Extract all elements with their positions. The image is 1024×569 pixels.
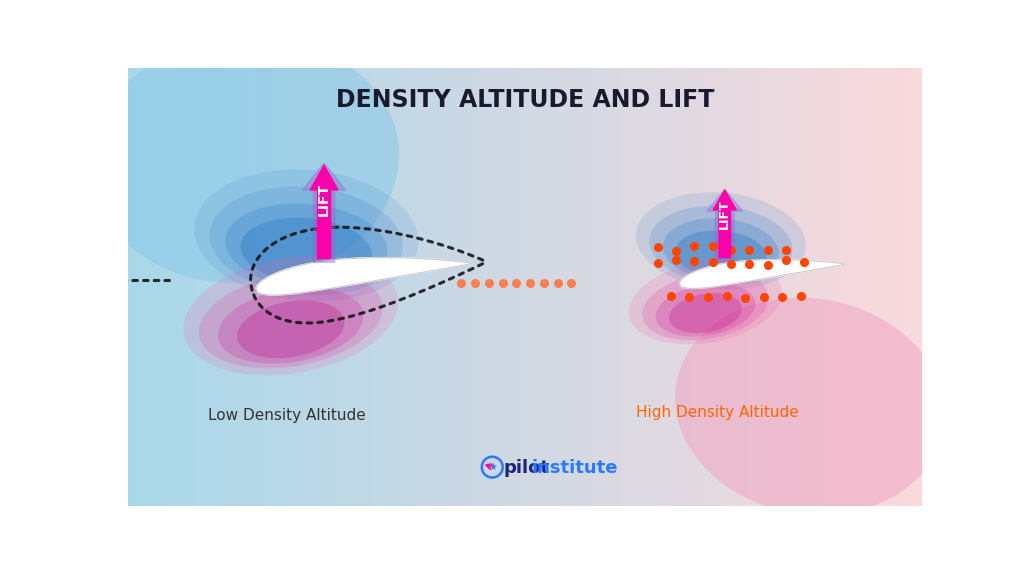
Ellipse shape xyxy=(649,206,793,285)
FancyArrow shape xyxy=(707,189,742,262)
Text: LIFT: LIFT xyxy=(317,183,331,216)
FancyArrow shape xyxy=(713,190,736,258)
Ellipse shape xyxy=(675,298,945,515)
Ellipse shape xyxy=(241,218,372,284)
Text: ★: ★ xyxy=(487,462,497,472)
Ellipse shape xyxy=(195,170,419,302)
Ellipse shape xyxy=(199,272,383,368)
FancyArrow shape xyxy=(302,163,346,262)
Ellipse shape xyxy=(636,192,806,289)
Ellipse shape xyxy=(238,300,344,358)
Ellipse shape xyxy=(675,230,767,279)
Ellipse shape xyxy=(629,261,782,344)
Ellipse shape xyxy=(663,218,779,282)
Ellipse shape xyxy=(210,187,402,295)
Ellipse shape xyxy=(642,272,769,340)
Ellipse shape xyxy=(183,255,398,376)
Text: pilot: pilot xyxy=(503,459,549,477)
Ellipse shape xyxy=(89,36,399,283)
Text: LIFT: LIFT xyxy=(718,199,731,229)
Text: High Density Altitude: High Density Altitude xyxy=(636,405,799,420)
Ellipse shape xyxy=(669,293,741,333)
Ellipse shape xyxy=(218,287,364,364)
Ellipse shape xyxy=(225,203,387,289)
Polygon shape xyxy=(680,259,845,288)
Text: institute: institute xyxy=(531,459,618,477)
Ellipse shape xyxy=(655,283,755,336)
Text: Low Density Altitude: Low Density Altitude xyxy=(208,408,366,423)
FancyArrow shape xyxy=(310,166,338,258)
Polygon shape xyxy=(256,258,472,295)
Text: DENSITY ALTITUDE AND LIFT: DENSITY ALTITUDE AND LIFT xyxy=(336,88,714,112)
